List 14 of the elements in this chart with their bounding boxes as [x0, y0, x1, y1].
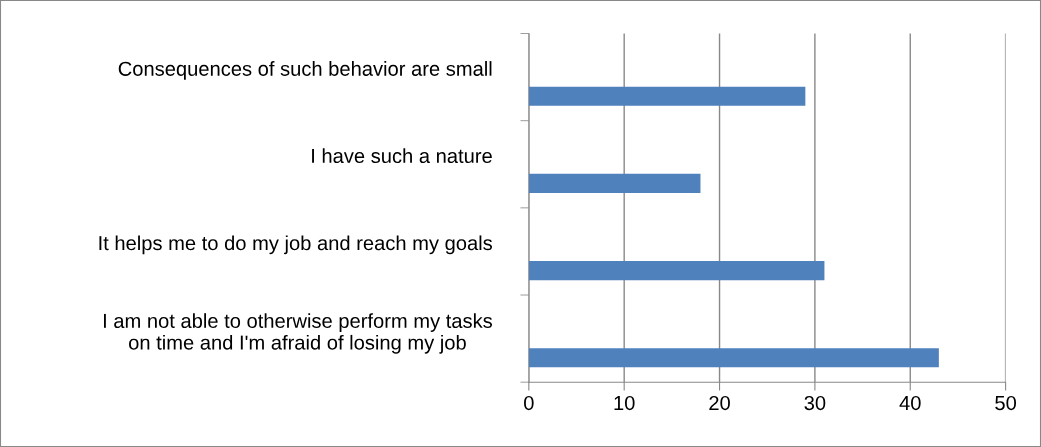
x-tick-label: 30 [804, 395, 826, 411]
x-tick-label: 40 [899, 395, 921, 411]
bar [528, 348, 939, 368]
bar [528, 86, 806, 106]
bar [528, 173, 701, 194]
y-tick-label: I am not able to otherwise perform my tasks on time and I'm afraid of losing my job [103, 313, 493, 354]
y-tick-label: It helps me to do my job and reach my goals [99, 235, 493, 255]
x-tick-label: 20 [709, 395, 730, 411]
bar [528, 261, 825, 281]
y-tick-label: Consequences of such behavior are small [118, 61, 492, 80]
x-tick-label: 50 [995, 395, 1017, 411]
y-tick-label: I have such a nature [312, 148, 492, 164]
x-tick-label: 0 [524, 395, 534, 411]
x-tick-label: 10 [614, 395, 635, 411]
